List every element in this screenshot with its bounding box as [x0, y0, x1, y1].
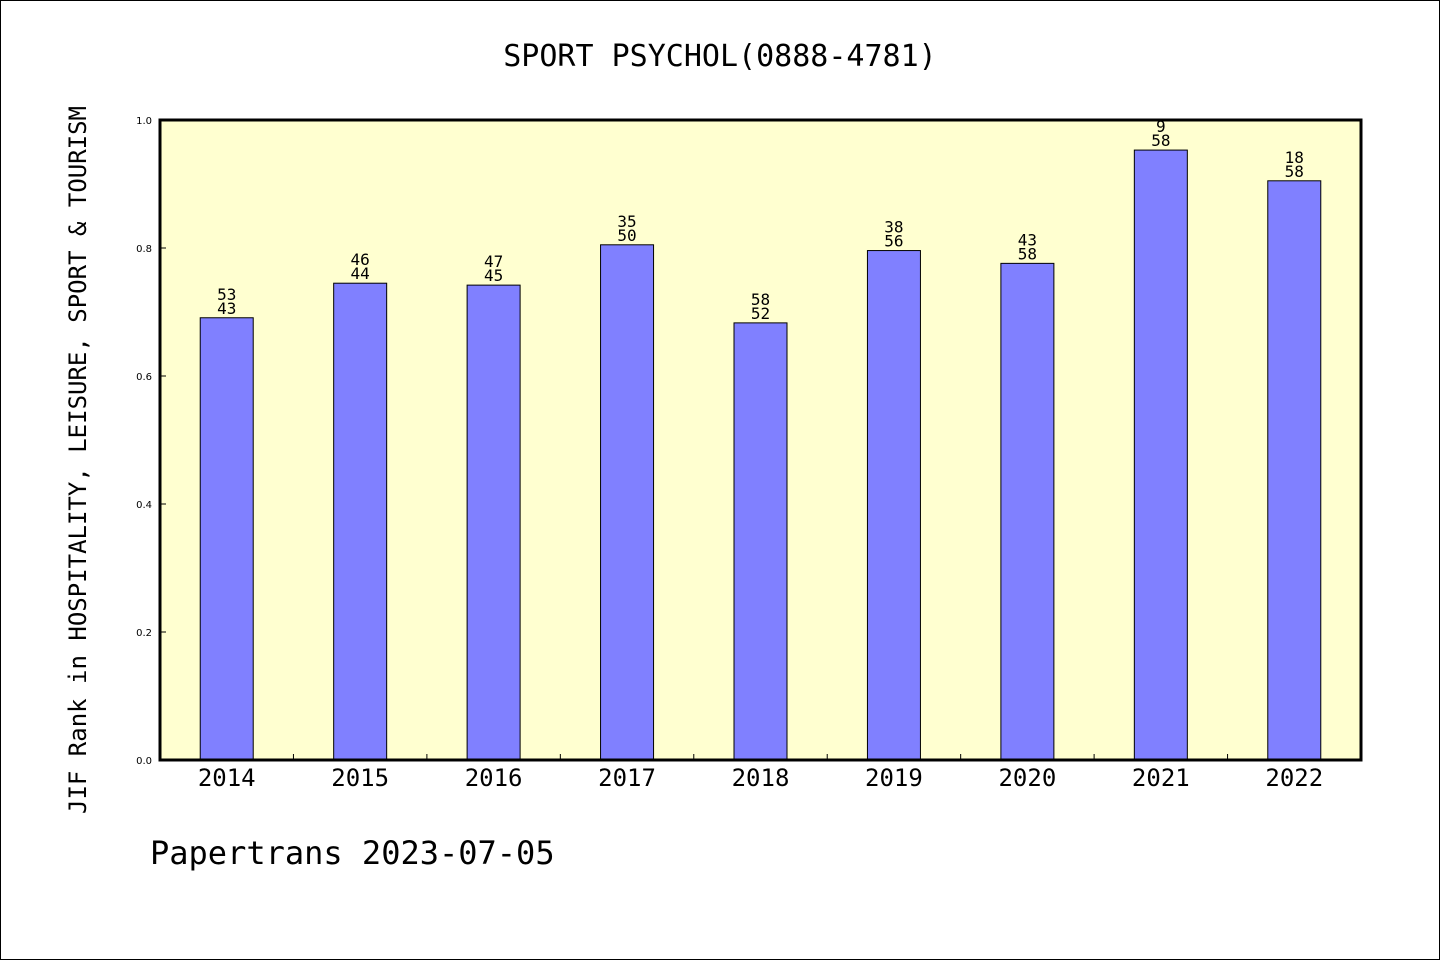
x-tick-label: 2021	[1132, 764, 1190, 792]
bar-total-label: 58	[1151, 131, 1170, 150]
bar-total-label: 58	[1285, 162, 1304, 181]
bar-2017	[600, 244, 655, 761]
x-axis-ticks: 2014 2015 2016 2017 2018 2019 2020 2021 2022	[198, 754, 1323, 792]
bar-rank-label: 9	[1156, 117, 1166, 136]
x-tick-label: 2015	[331, 764, 389, 792]
bar-total-label: 50	[617, 226, 636, 245]
bar-2014	[199, 317, 254, 761]
bar-rank-label: 18	[1285, 148, 1304, 167]
bar-2015	[333, 282, 388, 761]
bar-total-label: 52	[751, 304, 770, 323]
bar-rank-label: 53	[217, 285, 236, 304]
x-tick-label: 2018	[732, 764, 790, 792]
x-tick-label: 2020	[998, 764, 1056, 792]
bar-2019	[866, 250, 921, 761]
bar-2016	[466, 284, 521, 761]
y-axis-label: JIF Rank in HOSPITALITY, LEISURE, SPORT …	[64, 106, 92, 814]
x-tick-label: 2017	[598, 764, 656, 792]
x-tick-label: 2014	[198, 764, 256, 792]
bar-rank-label: 47	[484, 252, 503, 271]
y-tick-label: 0.4	[136, 500, 152, 511]
y-tick-label: 0.6	[136, 372, 152, 383]
x-tick-label: 2022	[1265, 764, 1323, 792]
y-tick-label: 0.8	[136, 244, 152, 255]
bar-rank-label: 43	[1018, 230, 1037, 249]
x-tick-label: 2016	[465, 764, 523, 792]
x-tick-label: 2019	[865, 764, 923, 792]
bar-total-label: 56	[884, 232, 903, 251]
bar-2021	[1133, 149, 1188, 761]
chart-title: SPORT PSYCHOL(0888-4781)	[503, 39, 936, 74]
bar-2022	[1267, 180, 1322, 761]
y-tick-label: 0.0	[136, 756, 152, 767]
bar-total-label: 58	[1018, 244, 1037, 263]
bar-rank-label: 46	[351, 250, 370, 269]
bar-2020	[1000, 262, 1055, 761]
bar-total-label: 45	[484, 266, 503, 285]
bar-total-label: 44	[351, 264, 370, 283]
y-tick-label: 1.0	[136, 116, 152, 127]
bar-total-label: 43	[217, 299, 236, 318]
bar-rank-label: 38	[884, 218, 903, 237]
bar-rank-label: 35	[617, 212, 636, 231]
footer-credit: Papertrans 2023-07-05	[150, 834, 555, 872]
bar-2018	[733, 322, 788, 761]
y-tick-label: 0.2	[136, 628, 152, 639]
bars-group	[199, 149, 1322, 761]
bar-rank-label: 58	[751, 290, 770, 309]
plot-border	[158, 118, 1363, 762]
